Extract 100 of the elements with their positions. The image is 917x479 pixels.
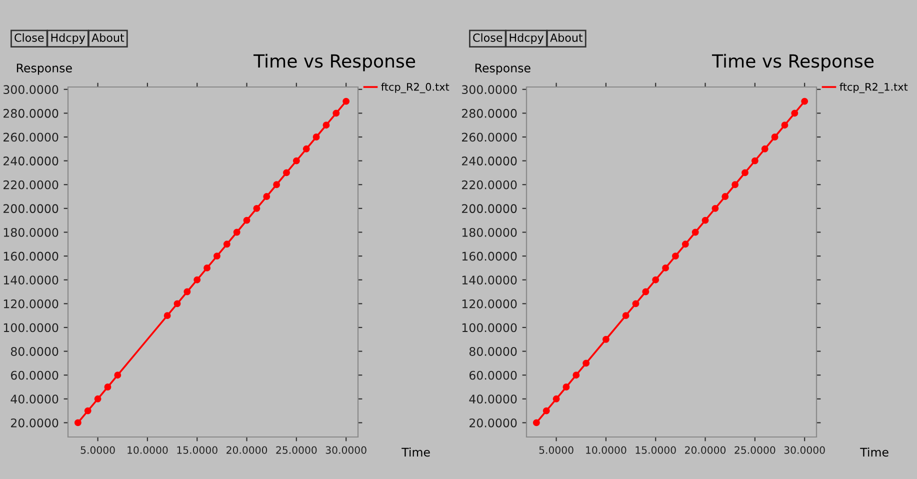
y-tick-label: 160.0000 xyxy=(4,252,58,261)
y-tick-label: 240.0000 xyxy=(462,156,517,166)
point xyxy=(761,145,768,152)
y-tick-label: 100.0000 xyxy=(4,323,58,332)
point xyxy=(114,372,122,379)
y-tick-label: 280.0000 xyxy=(462,108,517,118)
point xyxy=(642,288,650,296)
point xyxy=(184,288,191,296)
point xyxy=(332,110,340,117)
text: About xyxy=(550,33,583,42)
point xyxy=(662,264,670,272)
x-tick-label: 5.0000 xyxy=(80,446,115,454)
y-tick-label: 240.0000 xyxy=(4,156,58,166)
point xyxy=(253,204,260,212)
y-tick-label: 260.0000 xyxy=(4,132,58,142)
y-tick-label: 120.0000 xyxy=(462,299,517,308)
y-tick-label: 80.0000 xyxy=(469,347,517,356)
point xyxy=(204,264,211,272)
y-tick-label: 220.0000 xyxy=(462,180,517,190)
x-axis-title: Time xyxy=(402,448,430,457)
point xyxy=(292,157,300,164)
point xyxy=(214,252,220,260)
x-axis-title: Time xyxy=(860,448,888,457)
point xyxy=(94,395,102,402)
y-tick-label: 140.0000 xyxy=(4,276,58,285)
text: Hdcpy xyxy=(510,33,544,44)
point xyxy=(632,300,640,308)
chart-title: Time vs Response xyxy=(253,54,416,72)
point xyxy=(104,384,112,390)
point xyxy=(712,204,719,212)
point xyxy=(74,419,82,426)
text: Close xyxy=(473,33,502,42)
y-axis-title: Response xyxy=(475,64,530,75)
y-tick-label: 160.0000 xyxy=(462,252,517,261)
point xyxy=(672,252,679,260)
point xyxy=(263,193,270,200)
text: Hdcpy xyxy=(51,33,86,44)
point xyxy=(791,110,798,117)
point xyxy=(682,240,689,248)
point xyxy=(622,312,630,320)
x-tick-label: 25.0000 xyxy=(276,446,317,454)
point xyxy=(174,300,181,308)
point xyxy=(532,419,540,426)
point xyxy=(781,122,788,129)
y-tick-label: 140.0000 xyxy=(462,276,517,285)
y-tick-label: 200.0000 xyxy=(462,204,517,214)
y-tick-label: 40.0000 xyxy=(469,394,517,404)
point xyxy=(732,181,739,188)
x-tick-label: 10.0000 xyxy=(586,446,626,454)
point xyxy=(572,372,580,379)
y-tick-label: 300.0000 xyxy=(4,85,58,94)
y-tick-label: 60.0000 xyxy=(469,370,517,380)
point xyxy=(582,360,590,367)
y-tick-label: 120.0000 xyxy=(4,299,58,308)
point xyxy=(542,407,550,414)
y-tick-label: 20.0000 xyxy=(11,418,58,428)
point xyxy=(692,228,699,236)
legend-label: ftcp_R2_1.txt xyxy=(840,82,908,94)
point xyxy=(283,169,290,176)
y-tick-label: 200.0000 xyxy=(4,204,58,214)
y-tick-label: 80.0000 xyxy=(10,347,58,356)
point xyxy=(552,395,560,402)
point xyxy=(194,276,201,284)
y-tick-label: 180.0000 xyxy=(4,228,58,237)
y-tick-label: 20.0000 xyxy=(470,418,517,428)
y-tick-label: 280.0000 xyxy=(4,108,58,118)
point xyxy=(751,157,758,164)
x-tick-label: 30.0000 xyxy=(784,446,825,454)
point xyxy=(722,193,729,200)
point xyxy=(801,98,808,105)
y-axis-title: Response xyxy=(16,64,72,75)
point xyxy=(652,276,660,284)
y-tick-label: 300.0000 xyxy=(462,85,517,94)
y-tick-label: 180.0000 xyxy=(462,228,517,237)
x-tick-label: 10.0000 xyxy=(128,446,168,454)
point xyxy=(771,134,778,140)
text: Close xyxy=(14,33,44,42)
x-tick-label: 15.0000 xyxy=(636,446,676,454)
point xyxy=(702,216,709,224)
text: About xyxy=(92,33,124,42)
point xyxy=(243,216,250,224)
point xyxy=(84,407,92,414)
point xyxy=(302,145,310,152)
x-tick-label: 5.0000 xyxy=(539,446,574,454)
x-tick-label: 20.0000 xyxy=(226,446,268,454)
chart-title: Time vs Response xyxy=(712,54,874,72)
point xyxy=(312,134,320,140)
x-tick-label: 30.0000 xyxy=(326,446,366,454)
y-tick-label: 60.0000 xyxy=(10,370,58,380)
x-tick-label: 15.0000 xyxy=(177,446,218,454)
legend-label: ftcp_R2_0.txt xyxy=(381,82,450,94)
point xyxy=(742,169,748,176)
point xyxy=(223,240,230,248)
y-tick-label: 100.0000 xyxy=(462,323,517,332)
point xyxy=(342,98,350,105)
point xyxy=(602,336,610,343)
point xyxy=(164,312,171,320)
point xyxy=(562,384,570,390)
y-tick-label: 40.0000 xyxy=(10,394,58,404)
point xyxy=(273,181,280,188)
